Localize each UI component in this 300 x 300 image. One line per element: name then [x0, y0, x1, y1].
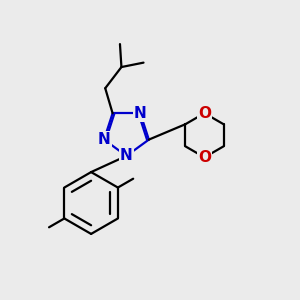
Text: N: N	[134, 106, 147, 121]
Text: N: N	[120, 148, 133, 164]
Text: O: O	[198, 150, 211, 165]
Text: N: N	[98, 132, 110, 147]
Text: O: O	[198, 106, 211, 121]
